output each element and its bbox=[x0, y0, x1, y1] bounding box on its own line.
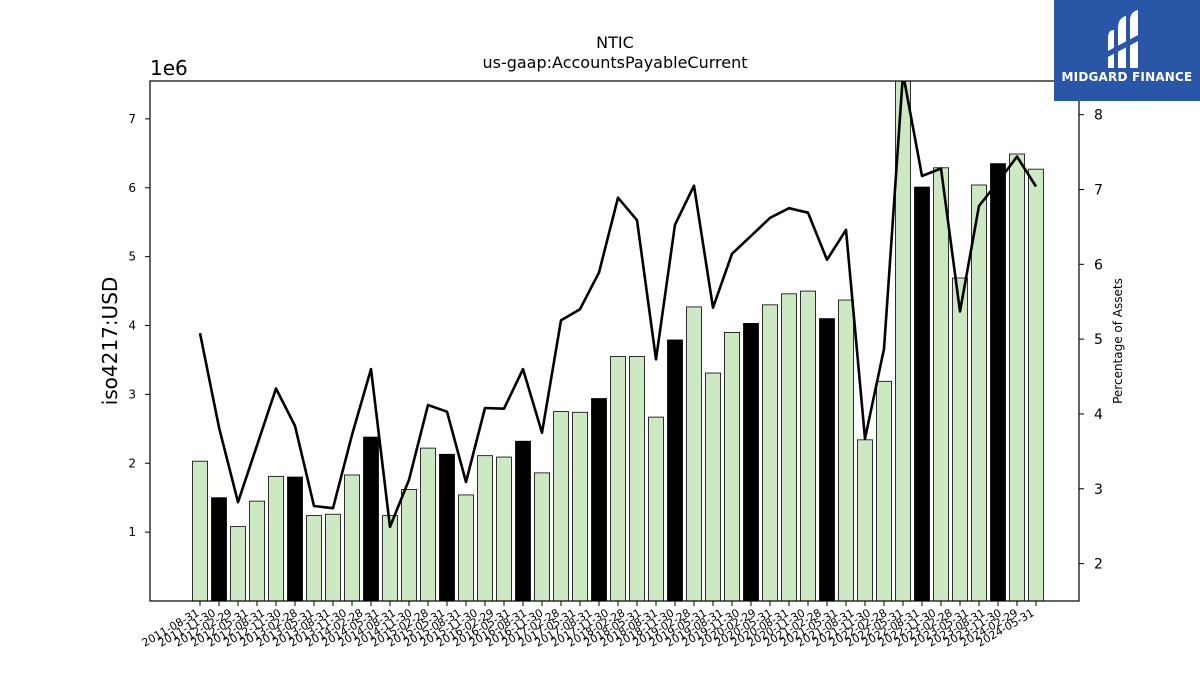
pct-assets-series bbox=[198, 81, 1038, 529]
bar-2012-08-31 bbox=[268, 475, 284, 602]
bar-2013-08-31 bbox=[344, 474, 360, 602]
bar-2019-11-30 bbox=[819, 318, 835, 602]
y-axis-exponent: 1e6 bbox=[150, 56, 188, 80]
bar-2014-05-31 bbox=[401, 489, 417, 602]
bar-2020-08-31 bbox=[876, 380, 892, 602]
y2-axis-label: Percentage of Assets bbox=[1111, 278, 1125, 404]
bar-2022-08-31 bbox=[1028, 168, 1044, 602]
bar-2021-02-28 bbox=[914, 186, 930, 602]
chart-title: NTIC bbox=[596, 33, 634, 52]
y2-axis-ticks: 2 3 4 5 6 7 8 bbox=[1079, 108, 1103, 573]
y-tick-label: 5 bbox=[128, 250, 136, 264]
y-tick-label: 3 bbox=[128, 387, 136, 401]
bar-2019-05-31 bbox=[781, 293, 797, 602]
y-axis-ticks: 1 2 3 4 5 6 7 bbox=[128, 112, 150, 539]
bar-2014-02-28 bbox=[382, 515, 398, 602]
y2-tick-label: 6 bbox=[1094, 257, 1103, 273]
bar-2015-08-31 bbox=[496, 456, 512, 602]
bar-2015-02-28 bbox=[458, 494, 474, 602]
bar-2020-05-31 bbox=[857, 439, 873, 602]
y-tick-label: 4 bbox=[128, 319, 136, 333]
bar-2013-02-28 bbox=[306, 515, 322, 602]
bar-2018-02-28 bbox=[686, 306, 702, 602]
y2-tick-label: 5 bbox=[1094, 332, 1103, 348]
bar-2017-08-31 bbox=[648, 416, 664, 602]
bar-2016-08-31 bbox=[572, 411, 588, 602]
bar-2011-11-30 bbox=[211, 497, 227, 602]
midgard-logo-icon bbox=[1106, 10, 1140, 68]
bar-2016-05-31 bbox=[553, 411, 569, 602]
y-tick-label: 1 bbox=[128, 525, 136, 539]
y2-tick-label: 2 bbox=[1094, 557, 1103, 573]
y2-tick-label: 7 bbox=[1094, 182, 1103, 198]
bar-2014-08-31 bbox=[420, 447, 436, 602]
y-tick-label: 7 bbox=[128, 112, 136, 126]
bar-2019-08-31 bbox=[800, 290, 816, 602]
bar-2018-05-31 bbox=[705, 372, 721, 602]
bar-2021-08-31 bbox=[952, 277, 968, 602]
bar-2012-05-31 bbox=[249, 500, 265, 602]
bar-2013-11-30 bbox=[363, 436, 379, 602]
bar-2014-11-30 bbox=[439, 453, 455, 602]
y-tick-label: 2 bbox=[128, 456, 136, 470]
bar-2018-11-30 bbox=[743, 323, 759, 602]
chart-subtitle: us-gaap:AccountsPayableCurrent bbox=[482, 53, 747, 72]
y-tick-label: 6 bbox=[128, 181, 136, 195]
bar-2011-08-31 bbox=[192, 460, 208, 602]
bar-2012-02-29 bbox=[230, 526, 246, 602]
bar-2017-02-28 bbox=[610, 356, 626, 602]
bar-2016-11-30 bbox=[591, 398, 607, 602]
bar-2013-05-31 bbox=[325, 513, 341, 602]
y2-tick-label: 8 bbox=[1094, 108, 1103, 124]
midgard-logo: MIDGARD FINANCE bbox=[1054, 0, 1200, 101]
bar-2015-11-30 bbox=[515, 440, 531, 602]
plot-frame bbox=[149, 80, 1080, 602]
bar-2017-05-31 bbox=[629, 356, 645, 602]
bar-2021-05-31 bbox=[933, 167, 949, 602]
bar-series bbox=[192, 80, 1044, 602]
y-axis-label: iso4217:USD bbox=[98, 277, 122, 406]
bar-2012-11-30 bbox=[287, 476, 303, 602]
bar-2017-11-30 bbox=[667, 339, 683, 602]
x-axis-ticks: 2011-08-312011-11-302012-02-292012-05-31… bbox=[140, 601, 1037, 650]
bar-2018-08-31 bbox=[724, 331, 740, 602]
y2-tick-label: 3 bbox=[1094, 482, 1103, 498]
pct-assets-line bbox=[198, 81, 1038, 529]
bar-2022-02-28 bbox=[990, 163, 1006, 602]
bar-2022-05-31 bbox=[1009, 153, 1025, 602]
bar-2019-02-28 bbox=[762, 304, 778, 602]
y2-tick-label: 4 bbox=[1094, 407, 1103, 423]
logo-brand-text: MIDGARD FINANCE bbox=[1061, 70, 1193, 84]
bar-2020-02-29 bbox=[838, 299, 854, 602]
bar-2016-02-29 bbox=[534, 472, 550, 602]
bar-2021-11-30 bbox=[971, 184, 987, 602]
bar-2015-05-31 bbox=[477, 455, 493, 602]
